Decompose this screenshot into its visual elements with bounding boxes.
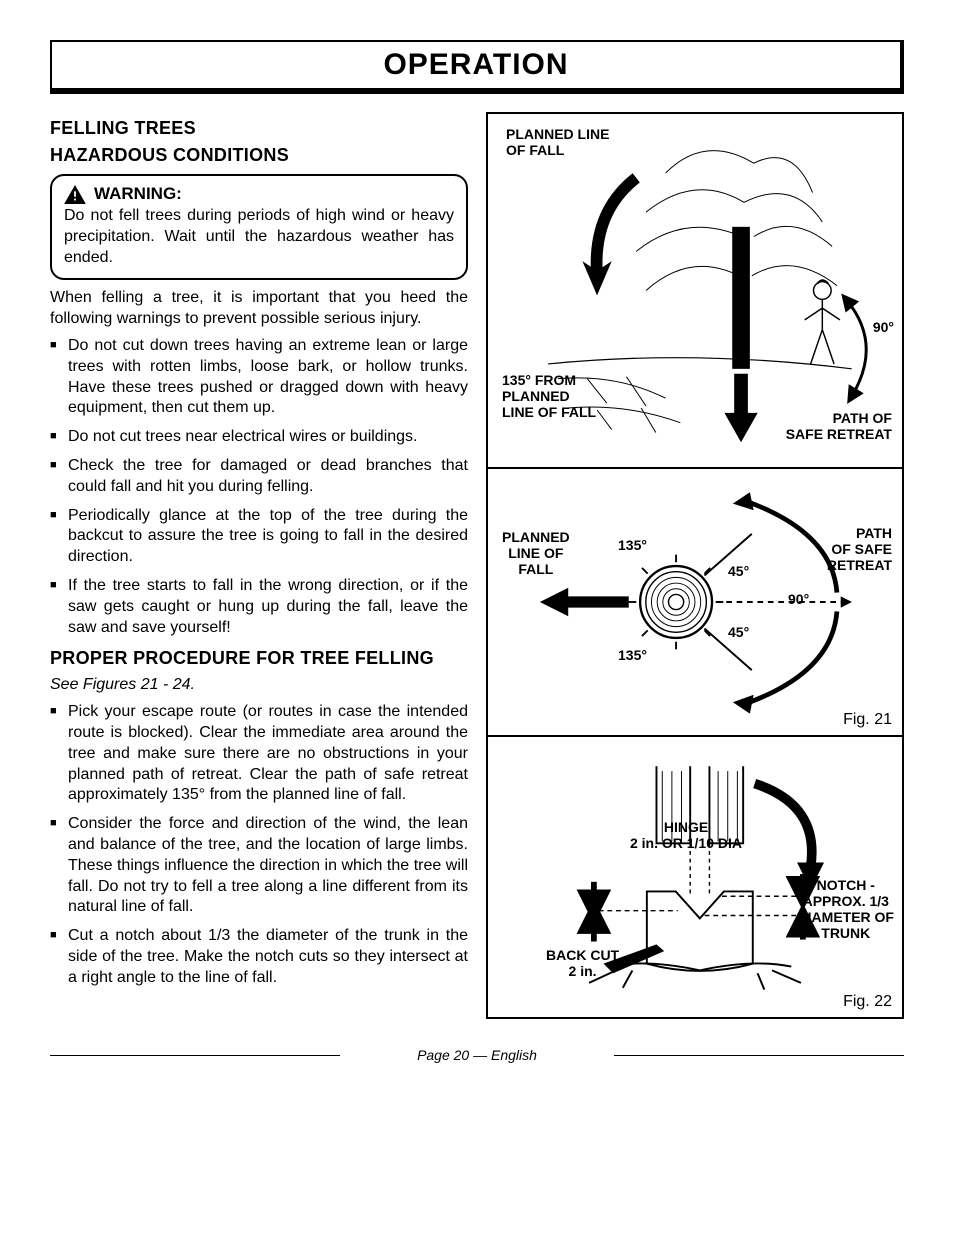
page-footer: Page 20 — English — [50, 1047, 904, 1063]
figure-22-caption: Fig. 22 — [843, 993, 892, 1011]
page-number: Page 20 — English — [417, 1047, 537, 1063]
figure-22-panel: HINGE 2 in. OR 1/10 DIA NOTCH - APPROX. … — [488, 737, 902, 1017]
figure-21-caption: Fig. 21 — [843, 711, 892, 729]
label-45-upper: 45° — [728, 563, 749, 579]
intro-paragraph: When felling a tree, it is important tha… — [50, 288, 468, 330]
list-item: Check the tree for damaged or dead branc… — [50, 456, 468, 498]
figure-21-bottom-panel: PLANNED LINE OF FALL 135° 135° 45° 45° 9… — [488, 469, 902, 737]
two-column-layout: FELLING TREES HAZARDOUS CONDITIONS WARNI… — [50, 112, 904, 1019]
list-item: Do not cut trees near electrical wires o… — [50, 427, 468, 448]
label-135-upper: 135° — [618, 537, 647, 553]
label-45-lower: 45° — [728, 624, 749, 640]
list-item: Periodically glance at the top of the tr… — [50, 506, 468, 568]
page-title: OPERATION — [52, 48, 900, 82]
list-item: Do not cut down trees having an extreme … — [50, 336, 468, 419]
list-item: If the tree starts to fall in the wrong … — [50, 576, 468, 638]
list-item: Cut a notch about 1/3 the diameter of th… — [50, 926, 468, 988]
see-figures-note: See Figures 21 - 24. — [50, 675, 468, 696]
figure-21-top-panel: PLANNED LINE OF FALL 90° 135° FROM PLANN… — [488, 114, 902, 469]
label-135-from-planned: 135° FROM PLANNED LINE OF FALL — [502, 372, 596, 420]
page-title-frame: OPERATION — [50, 40, 904, 94]
heading-felling-trees: FELLING TREES — [50, 118, 468, 139]
list-item: Pick your escape route (or routes in cas… — [50, 702, 468, 806]
right-column: PLANNED LINE OF FALL 90° 135° FROM PLANN… — [486, 112, 904, 1019]
heading-hazardous-conditions: HAZARDOUS CONDITIONS — [50, 145, 468, 166]
warning-heading: WARNING: — [64, 184, 454, 204]
warning-label: WARNING: — [94, 184, 182, 204]
bullet-list-warnings: Do not cut down trees having an extreme … — [50, 336, 468, 638]
warning-box: WARNING: Do not fell trees during period… — [50, 174, 468, 280]
label-90: 90° — [788, 591, 809, 607]
label-back-cut: BACK CUT 2 in. — [546, 947, 619, 979]
label-hinge: HINGE 2 in. OR 1/10 DIA — [616, 819, 756, 851]
label-planned-line-of-fall: PLANNED LINE OF FALL — [506, 126, 609, 158]
label-90-deg: 90° — [873, 319, 894, 335]
heading-proper-procedure: PROPER PROCEDURE FOR TREE FELLING — [50, 648, 468, 669]
label-planned-line-of-fall-2: PLANNED LINE OF FALL — [502, 529, 570, 577]
label-135-lower: 135° — [618, 647, 647, 663]
label-path-safe-retreat: PATH OF SAFE RETREAT — [786, 410, 892, 442]
label-notch: NOTCH - APPROX. 1/3 DIAMETER OF TRUNK — [798, 877, 894, 941]
retreat-angle-diagram — [498, 479, 892, 725]
left-column: FELLING TREES HAZARDOUS CONDITIONS WARNI… — [50, 112, 468, 1019]
warning-triangle-icon — [64, 185, 86, 204]
figure-frame: PLANNED LINE OF FALL 90° 135° FROM PLANN… — [486, 112, 904, 1019]
list-item: Consider the force and direction of the … — [50, 814, 468, 918]
warning-body: Do not fell trees during periods of high… — [64, 206, 454, 268]
bullet-list-procedure: Pick your escape route (or routes in cas… — [50, 702, 468, 988]
label-path-safe-retreat-2: PATH OF SAFE RETREAT — [827, 525, 892, 573]
